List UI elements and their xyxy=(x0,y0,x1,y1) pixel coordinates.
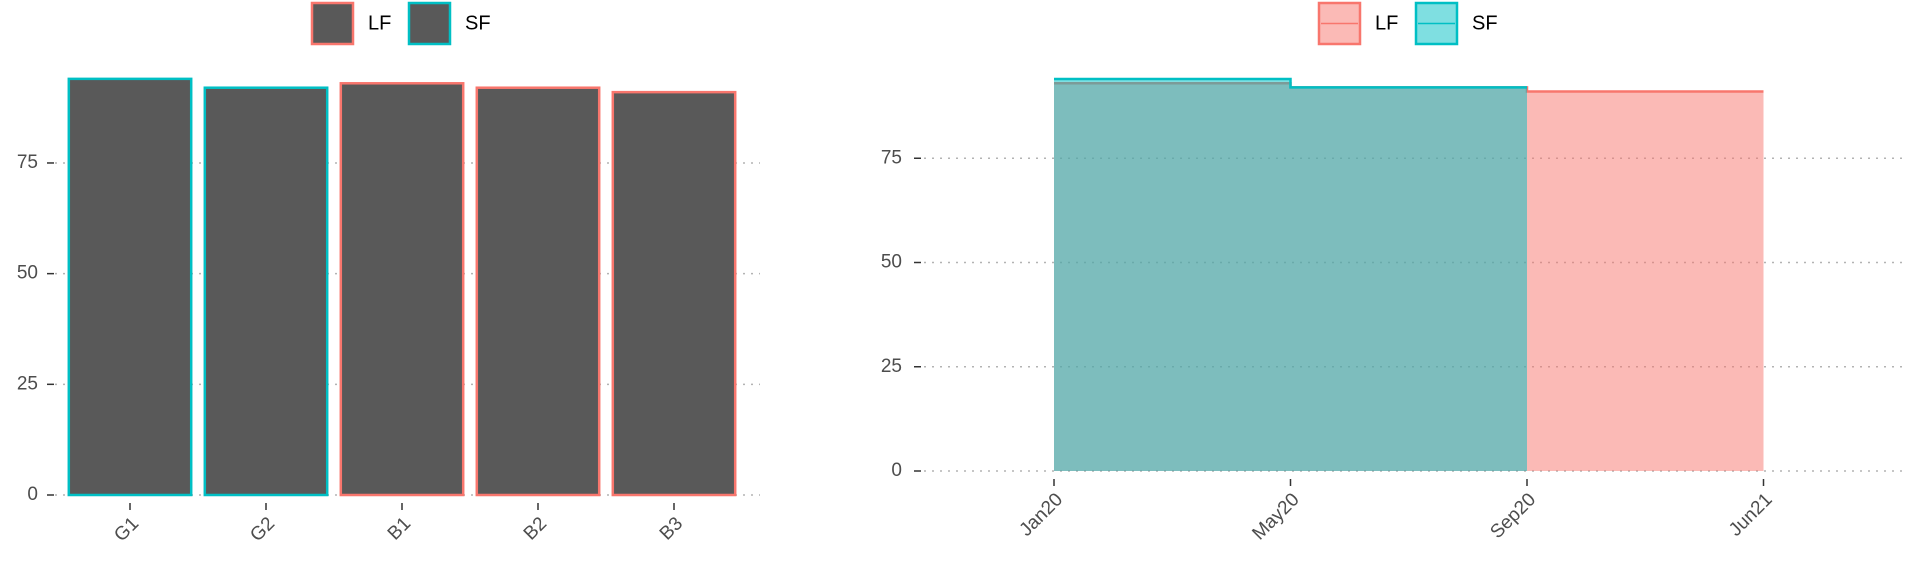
x-tick-label: G1 xyxy=(110,513,143,546)
y-tick-label: 50 xyxy=(17,263,38,284)
y-tick-label: 0 xyxy=(27,484,38,505)
legend-key xyxy=(407,1,452,46)
bar xyxy=(475,86,601,497)
y-tick-label: 0 xyxy=(891,460,902,481)
legend-label: SF xyxy=(465,12,491,34)
x-tick-label: Sep20 xyxy=(1486,489,1540,543)
legend-label: LF xyxy=(368,12,391,34)
y-tick-label: 75 xyxy=(17,152,38,173)
y-tick-label: 50 xyxy=(881,252,902,273)
x-tick-label: May20 xyxy=(1248,489,1303,544)
x-tick-label: Jun21 xyxy=(1725,489,1776,540)
x-tick-label: G2 xyxy=(246,513,279,546)
bar xyxy=(611,90,737,497)
legend-label: SF xyxy=(1472,12,1498,34)
y-tick-label: 75 xyxy=(881,147,902,168)
bar xyxy=(339,82,465,497)
x-tick-label: B2 xyxy=(520,513,551,544)
y-tick-label: 25 xyxy=(881,356,902,377)
x-tick-label: B1 xyxy=(384,513,415,544)
legend-key xyxy=(310,1,355,46)
y-tick-label: 25 xyxy=(17,373,38,394)
area-line xyxy=(1054,77,1527,89)
bar xyxy=(67,77,193,497)
area xyxy=(1054,79,1527,472)
bar xyxy=(203,86,329,497)
x-tick-label: B3 xyxy=(656,513,687,544)
x-tick-label: Jan20 xyxy=(1016,489,1067,540)
legend-label: LF xyxy=(1375,12,1398,34)
